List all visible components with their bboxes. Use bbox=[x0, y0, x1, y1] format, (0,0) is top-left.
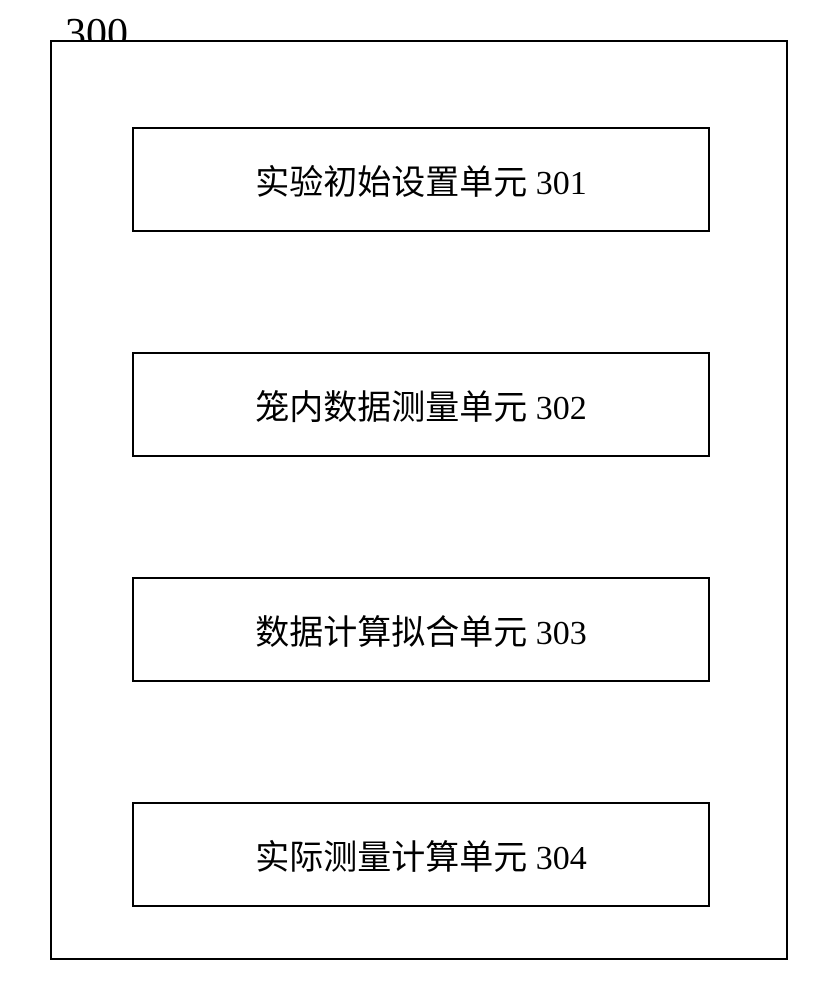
block-unit-301: 实验初始设置单元 301 bbox=[132, 127, 710, 232]
block-number: 301 bbox=[536, 165, 587, 202]
block-number: 303 bbox=[536, 615, 587, 652]
block-label: 实验初始设置单元 301 bbox=[255, 155, 587, 204]
diagram-container: 实验初始设置单元 301 笼内数据测量单元 302 数据计算拟合单元 303 实… bbox=[50, 40, 788, 960]
block-label-text: 实验初始设置单元 bbox=[255, 165, 527, 202]
block-unit-304: 实际测量计算单元 304 bbox=[132, 802, 710, 907]
block-label-text: 数据计算拟合单元 bbox=[255, 615, 527, 652]
block-number: 302 bbox=[536, 390, 587, 427]
block-label: 数据计算拟合单元 303 bbox=[255, 605, 587, 654]
block-unit-302: 笼内数据测量单元 302 bbox=[132, 352, 710, 457]
block-label-text: 笼内数据测量单元 bbox=[255, 390, 527, 427]
block-number: 304 bbox=[536, 840, 587, 877]
block-label: 实际测量计算单元 304 bbox=[255, 830, 587, 879]
block-label-text: 实际测量计算单元 bbox=[255, 840, 527, 877]
block-unit-303: 数据计算拟合单元 303 bbox=[132, 577, 710, 682]
block-label: 笼内数据测量单元 302 bbox=[255, 380, 587, 429]
